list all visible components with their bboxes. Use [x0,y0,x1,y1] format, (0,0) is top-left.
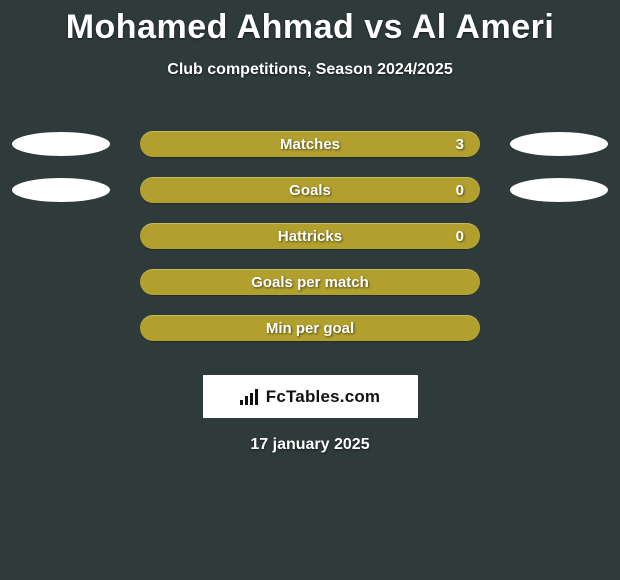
stat-bar: Min per goal [140,315,480,341]
subtitle: Club competitions, Season 2024/2025 [0,61,620,79]
ellipse-left [12,132,110,156]
stat-bar: Hattricks 0 [140,223,480,249]
stat-value: 0 [456,228,464,245]
stat-label: Matches [280,136,340,153]
stat-label: Hattricks [278,228,342,245]
stat-rows: Matches 3 Goals 0 Hattricks 0 Goals per match M… [0,121,620,351]
ellipse-right [510,132,608,156]
ellipse-right [510,178,608,202]
page-title: Mohamed Ahmad vs Al Ameri [0,0,620,47]
bar-chart-icon [240,389,260,405]
stat-label: Goals per match [251,274,369,291]
stat-value: 3 [456,136,464,153]
stat-row: Hattricks 0 [0,213,620,259]
stat-row: Min per goal [0,305,620,351]
stat-row: Goals per match [0,259,620,305]
ellipse-left [12,178,110,202]
stat-row: Goals 0 [0,167,620,213]
stat-bar: Goals per match [140,269,480,295]
stat-label: Goals [289,182,331,199]
stat-label: Min per goal [266,320,354,337]
date-label: 17 january 2025 [0,436,620,454]
stat-bar: Goals 0 [140,177,480,203]
logo-box: FcTables.com [203,375,418,418]
stat-bar: Matches 3 [140,131,480,157]
logo-text: FcTables.com [266,387,381,407]
stat-value: 0 [456,182,464,199]
comparison-infographic: Mohamed Ahmad vs Al Ameri Club competiti… [0,0,620,580]
stat-row: Matches 3 [0,121,620,167]
